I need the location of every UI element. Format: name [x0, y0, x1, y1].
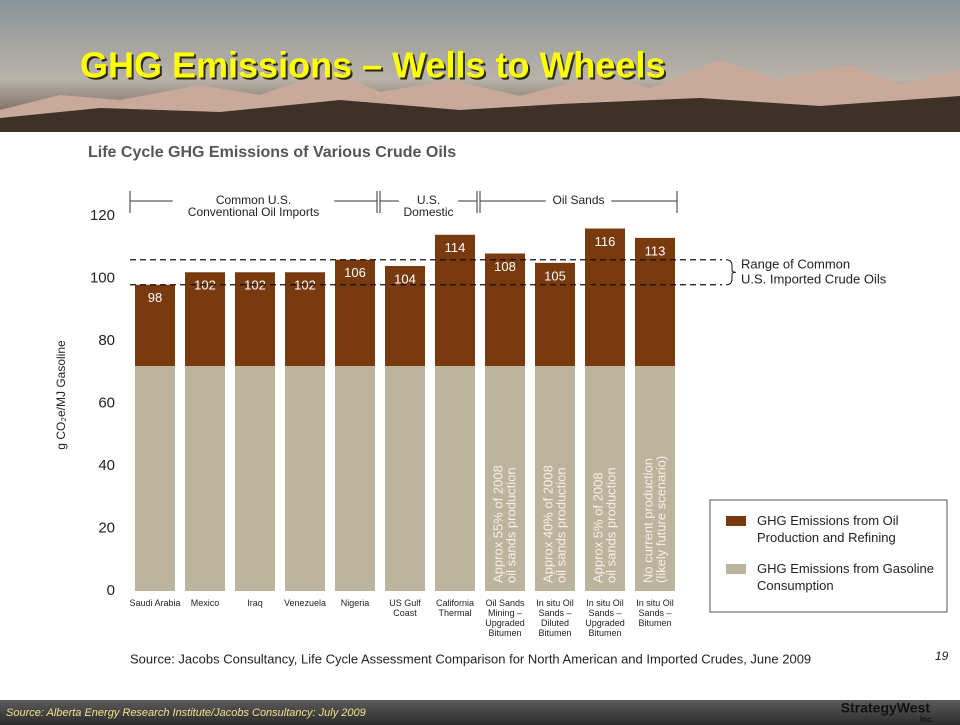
slide-title: GHG Emissions – Wells to Wheels [80, 45, 666, 86]
x-tick-label: California Thermal [427, 598, 483, 618]
bar-segment [585, 229, 625, 367]
legend-label: GHG Emissions from Gasoline Consumption [757, 560, 937, 594]
x-tick-label: Iraq [227, 598, 283, 608]
total-label: 98 [148, 290, 162, 305]
bar-segment [185, 366, 225, 591]
bar-segment [335, 366, 375, 591]
bar-segment [235, 366, 275, 591]
x-tick-label: Saudi Arabia [127, 598, 183, 608]
group-label: Oil Sands [552, 193, 604, 207]
total-label: 114 [445, 240, 466, 255]
legend-swatch [726, 564, 746, 574]
group-label: Domestic [403, 205, 453, 219]
y-tick-label: 0 [107, 582, 115, 599]
group-label: Conventional Oil Imports [188, 205, 319, 219]
total-label: 113 [645, 243, 666, 258]
range-label: Range of Common [741, 256, 850, 271]
x-tick-label: US Gulf Coast [377, 598, 433, 618]
x-tick-label: In situ Oil Sands – Bitumen [627, 598, 683, 628]
legend-swatch [726, 516, 746, 526]
source: Source: Jacobs Consultancy, Life Cycle A… [130, 651, 811, 666]
page-number: 19 [935, 649, 949, 663]
x-tick-label: Nigeria [327, 598, 383, 608]
total-label: 116 [595, 234, 616, 249]
y-tick-label: 100 [90, 269, 115, 286]
bar-note: oil sands production [503, 467, 518, 583]
x-tick-label: Oil Sands Mining – Upgraded Bitumen [477, 598, 533, 638]
bar-segment [285, 366, 325, 591]
slide: GHG Emissions – Wells to Wheels GHG Emis… [0, 0, 960, 725]
bar-segment [385, 366, 425, 591]
y-axis-label: g CO₂e/MJ Gasoline [54, 340, 68, 450]
total-label: 108 [494, 259, 516, 274]
total-label: 105 [544, 268, 566, 283]
range-brace [726, 260, 736, 285]
y-tick-label: 120 [90, 207, 115, 224]
bar-segment [435, 366, 475, 591]
bar-segment [135, 366, 175, 591]
y-tick-label: 60 [98, 394, 115, 411]
x-tick-label: Venezuela [277, 598, 333, 608]
y-tick-label: 20 [98, 519, 115, 536]
bar-note: oil sands production [603, 467, 618, 583]
logo-sub: Inc. [920, 715, 934, 724]
y-tick-label: 80 [98, 332, 115, 349]
x-tick-label: Mexico [177, 598, 233, 608]
y-tick-label: 40 [98, 457, 115, 474]
bar-note: (likely future scenario) [653, 456, 668, 583]
x-tick-label: In situ Oil Sands – Diluted Bitumen [527, 598, 583, 638]
total-label: 106 [344, 265, 366, 280]
x-tick-label: In situ Oil Sands – Upgraded Bitumen [577, 598, 633, 638]
logo: StrategyWest [841, 700, 931, 716]
legend-label: GHG Emissions from Oil Production and Re… [757, 512, 937, 546]
bar-note: oil sands production [553, 467, 568, 583]
chart-title: Life Cycle GHG Emissions of Various Crud… [88, 144, 456, 161]
footer-source: Source: Alberta Energy Research Institut… [6, 707, 366, 719]
range-label: U.S. Imported Crude Oils [741, 271, 887, 286]
